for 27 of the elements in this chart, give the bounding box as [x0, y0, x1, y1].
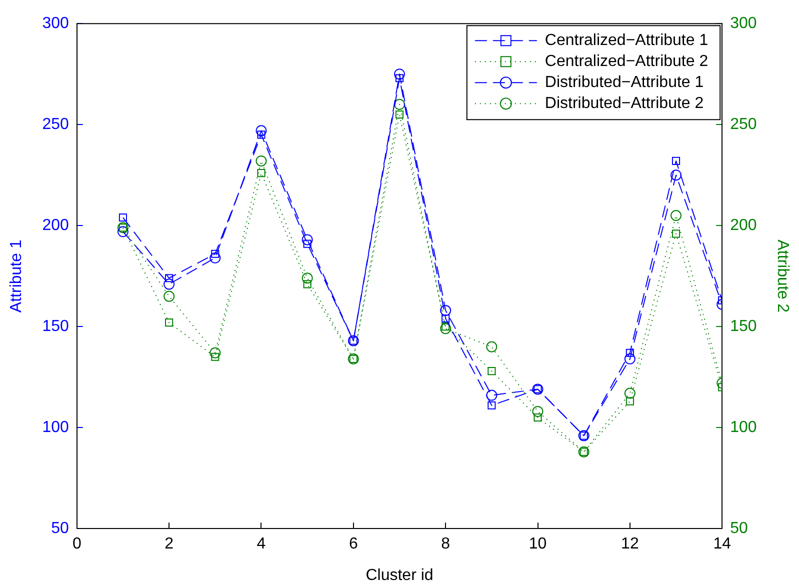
- y-tick-label: 50: [51, 520, 69, 538]
- x-tick-label: 8: [441, 536, 450, 553]
- x-axis-title: Cluster id: [366, 566, 434, 584]
- x-tick-label: 12: [621, 536, 639, 553]
- y2-axis-title: Attribute 2: [774, 240, 791, 313]
- legend-label: Centralized−Attribute 1: [544, 32, 708, 50]
- y2-tick-label: 150: [730, 318, 757, 336]
- x-tick-label: 0: [72, 536, 82, 553]
- y-tick-label: 150: [42, 318, 69, 336]
- x-tick-label: 10: [528, 536, 547, 553]
- x-tick-label: 14: [713, 536, 732, 553]
- legend-label: Centralized−Attribute 2: [544, 53, 708, 70]
- y2-tick-label: 100: [730, 419, 757, 436]
- x-tick-label: 2: [164, 536, 174, 553]
- y2-tick-label: 50: [730, 520, 748, 538]
- legend-label: Distributed−Attribute 1: [544, 74, 704, 92]
- legend-label: Distributed−Attribute 2: [544, 95, 704, 112]
- x-tick-label: 6: [348, 536, 358, 553]
- y-axis-title: Attribute 1: [8, 240, 26, 313]
- y-tick-label: 300: [42, 15, 69, 32]
- y-tick-label: 200: [42, 217, 69, 234]
- y-tick-label: 100: [42, 419, 69, 436]
- y2-tick-label: 300: [730, 15, 757, 32]
- x-tick-label: 4: [256, 536, 266, 553]
- y2-tick-label: 200: [730, 217, 757, 234]
- y2-tick-label: 250: [730, 116, 757, 134]
- y-tick-label: 250: [42, 116, 69, 134]
